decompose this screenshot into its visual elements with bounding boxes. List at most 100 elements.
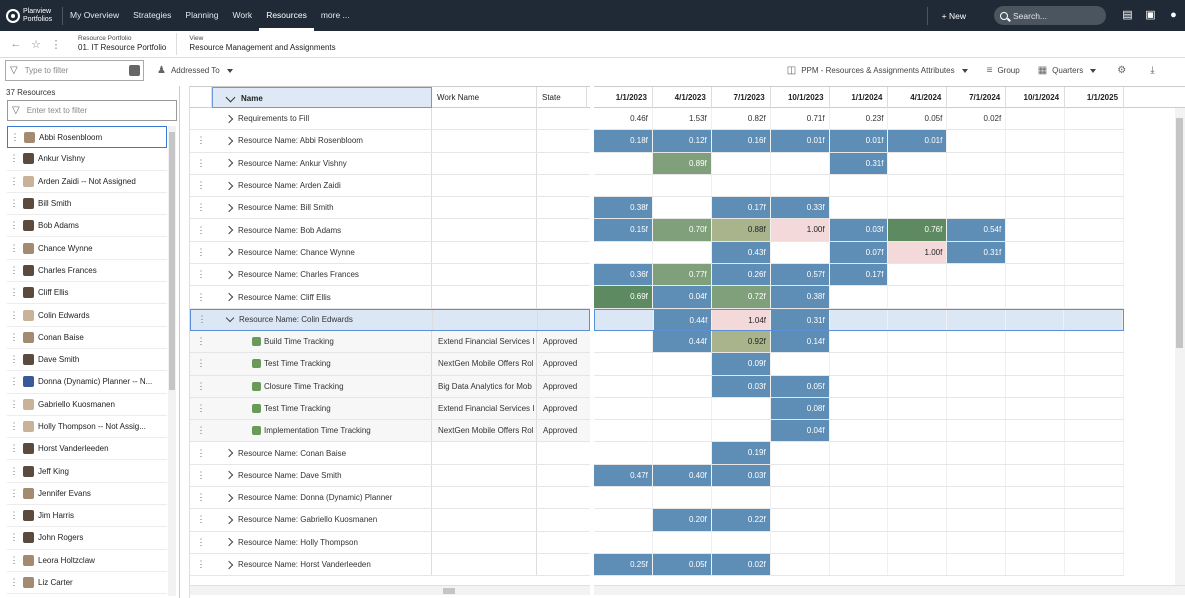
allocation-cell[interactable]: 0.03f (711, 464, 771, 487)
more-vertical-icon[interactable]: ⋮ (196, 358, 206, 369)
allocation-cell[interactable]: 0.57f (770, 264, 830, 286)
allocation-cell[interactable]: 0.77f (652, 264, 712, 286)
allocation-cell[interactable]: 0.17f (829, 264, 889, 286)
allocation-cell[interactable]: 0.44f (652, 330, 712, 353)
more-vertical-icon[interactable]: ⋮ (196, 135, 206, 146)
allocation-cell[interactable] (1065, 442, 1125, 464)
more-vertical-icon[interactable]: ⋮ (196, 246, 206, 257)
allocation-cell[interactable]: 0.38f (770, 286, 830, 308)
more-vertical-icon[interactable]: ⋮ (196, 469, 206, 480)
allocation-cell[interactable] (947, 353, 1007, 375)
allocation-cell[interactable] (947, 553, 1007, 576)
more-vertical-icon[interactable]: ⋮ (9, 198, 19, 209)
chevron-right-icon[interactable] (224, 493, 234, 502)
allocation-cell[interactable] (1006, 397, 1066, 420)
quarter-column-header[interactable]: 1/1/2023 (594, 87, 653, 108)
allocation-cell[interactable] (947, 286, 1007, 308)
allocation-cell[interactable] (771, 174, 830, 197)
allocation-cell[interactable] (947, 531, 1007, 553)
allocation-cell[interactable] (1006, 264, 1066, 286)
allocation-cell[interactable] (947, 174, 1007, 197)
allocation-cell[interactable] (1065, 152, 1125, 174)
resource-list-item[interactable]: ⋮ Ankur Vishny (7, 148, 167, 171)
chevron-right-icon[interactable] (224, 515, 234, 525)
table-row[interactable]: ⋮ Resource Name: Holly Thompson (190, 531, 590, 554)
allocation-cell[interactable] (947, 197, 1007, 219)
allocation-cell[interactable] (594, 509, 653, 531)
breadcrumb-view[interactable]: View Resource Management and Assignments (189, 35, 335, 53)
chevron-right-icon[interactable] (224, 203, 234, 213)
nav-work[interactable]: Work (232, 10, 253, 20)
nav-more[interactable]: more ... (320, 10, 350, 20)
chevron-right-icon[interactable] (224, 136, 234, 146)
allocation-cell[interactable] (888, 553, 948, 576)
allocation-cell[interactable] (1064, 309, 1124, 330)
table-row[interactable]: ⋮ Resource Name: Donna (Dynamic) Planner (190, 487, 590, 510)
resource-list-item[interactable]: ⋮ Horst Vanderleeden (7, 438, 167, 461)
allocation-cell[interactable] (830, 286, 889, 308)
more-vertical-icon[interactable]: ⋮ (196, 536, 206, 547)
allocation-cell[interactable] (771, 509, 830, 531)
allocation-cell[interactable] (947, 509, 1007, 531)
allocation-cell[interactable]: 0.25f (594, 553, 653, 576)
allocation-cell[interactable]: 0.22f (711, 509, 771, 531)
resource-list-item[interactable]: ⋮ Conan Baise (7, 327, 167, 349)
allocation-cell[interactable] (830, 353, 889, 375)
back-arrow-icon[interactable]: ← (10, 38, 22, 50)
group-button[interactable]: ≡ Group (987, 65, 1020, 76)
more-vertical-icon[interactable]: ⋮ (197, 314, 207, 325)
allocation-cell[interactable]: 0.31f (829, 152, 889, 174)
allocation-cell[interactable] (830, 309, 889, 330)
allocation-cell[interactable]: 0.20f (652, 509, 712, 531)
allocation-cell[interactable] (1006, 553, 1066, 576)
allocation-cell[interactable] (594, 330, 653, 353)
allocation-cell[interactable]: 0.88f (711, 219, 771, 241)
allocation-cell[interactable] (594, 531, 653, 553)
allocation-cell[interactable] (947, 442, 1007, 464)
allocation-cell[interactable]: 0.33f (770, 197, 830, 219)
allocation-cell[interactable]: 0.89f (652, 152, 712, 174)
allocation-cell[interactable] (653, 174, 712, 197)
allocation-cell[interactable] (888, 286, 948, 308)
allocation-cell[interactable] (1006, 330, 1066, 353)
addressed-to-dropdown[interactable]: ♟ Addressed To (157, 65, 233, 76)
allocation-cell[interactable]: 0.09f (711, 353, 771, 375)
download-button[interactable]: ⤓ (1150, 65, 1159, 76)
table-row[interactable]: ⋮ Test Time Tracking NextGen Mobile Offers… (190, 353, 590, 376)
resource-list-item[interactable]: ⋮ Bob Adams (7, 215, 167, 238)
chevron-right-icon[interactable] (224, 560, 234, 569)
more-vertical-icon[interactable]: ⋮ (9, 309, 19, 320)
quarter-column-header[interactable]: 1/1/2025 (1065, 87, 1125, 108)
allocation-cell[interactable] (1006, 309, 1065, 330)
table-row[interactable]: ⋮ Resource Name: Bob Adams (190, 219, 590, 242)
resource-list-item[interactable]: ⋮ Jim Harris (7, 505, 167, 528)
allocation-cell[interactable] (653, 531, 712, 553)
allocation-cell[interactable] (888, 464, 948, 487)
favorite-star-icon[interactable]: ☆ (31, 38, 41, 51)
allocation-cell[interactable] (830, 420, 889, 442)
allocation-cell[interactable]: 0.15f (594, 219, 653, 241)
allocation-cell[interactable] (1065, 509, 1125, 531)
allocation-cell[interactable] (1006, 531, 1066, 553)
quarter-column-header[interactable]: 7/1/2024 (947, 87, 1007, 108)
scrollbar-thumb[interactable] (443, 588, 455, 594)
allocation-cell[interactable]: 1.04f (712, 309, 772, 330)
allocation-cell[interactable] (888, 264, 948, 286)
allocation-cell[interactable] (1006, 509, 1066, 531)
chevron-right-icon[interactable] (224, 248, 234, 257)
allocation-cell[interactable] (830, 509, 889, 531)
allocation-cell[interactable]: 0.03f (711, 375, 771, 397)
resource-list-item[interactable]: ⋮ Dave Smith (7, 349, 167, 372)
nav-strategies[interactable]: Strategies (133, 10, 172, 20)
table-row[interactable]: ⋮ Resource Name: Abbi Rosenbloom (190, 130, 590, 153)
allocation-cell[interactable] (1065, 330, 1125, 353)
resource-list-item[interactable]: ⋮ Cliff Ellis (7, 282, 167, 305)
resource-filter-input[interactable]: ▽ Enter text to filter (7, 100, 177, 121)
allocation-cell[interactable]: 0.92f (711, 330, 771, 353)
allocation-cell[interactable] (830, 197, 889, 219)
resource-list-item[interactable]: ⋮ Liz Carter (7, 572, 167, 595)
more-vertical-icon[interactable]: ⋮ (196, 492, 206, 503)
table-row[interactable]: ⋮ Resource Name: Cliff Ellis (190, 286, 590, 309)
quarter-column-header[interactable]: 4/1/2024 (888, 87, 948, 108)
allocation-cell[interactable]: 0.04f (770, 420, 830, 442)
